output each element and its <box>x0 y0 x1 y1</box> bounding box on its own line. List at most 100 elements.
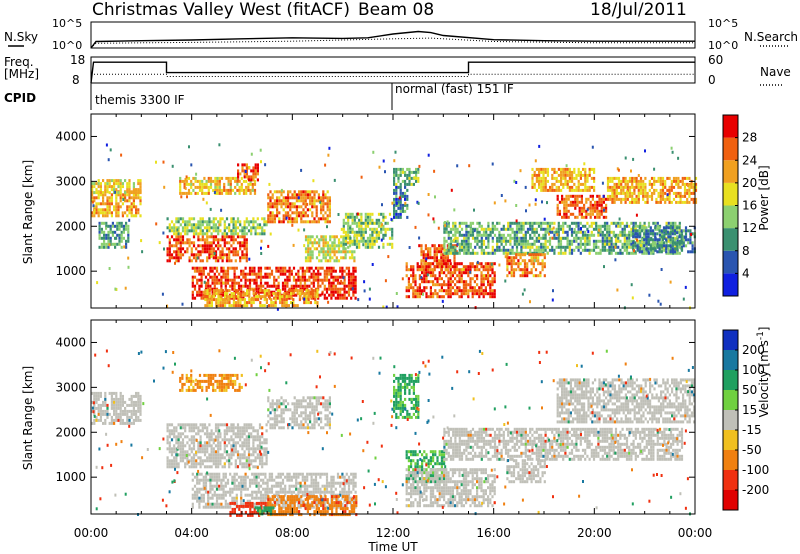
power-cell <box>214 253 218 257</box>
power-cell <box>364 212 367 216</box>
power-speckle <box>450 188 453 192</box>
power-cell <box>177 259 180 263</box>
power-cell <box>358 239 361 243</box>
power-cell <box>580 209 583 213</box>
velocity-cell <box>188 429 191 433</box>
power-cell <box>691 241 694 245</box>
velocity-cell <box>179 450 182 454</box>
power-cell <box>675 176 678 180</box>
cpid-mode-2: normal (fast) 151 IF <box>395 82 514 96</box>
power-cell <box>577 248 580 252</box>
power-cell <box>224 281 227 285</box>
power-cell <box>580 215 583 219</box>
power-cell <box>610 245 613 249</box>
power-cell <box>588 224 591 228</box>
power-cell <box>489 227 492 231</box>
power-cell <box>335 256 338 260</box>
power-cell <box>584 233 587 237</box>
power-cell <box>244 293 247 297</box>
power-cell <box>342 230 345 234</box>
velocity-cell <box>135 412 138 416</box>
power-cell <box>290 301 293 305</box>
power-cell <box>230 295 233 299</box>
power-cell <box>232 238 235 242</box>
power-cell <box>132 185 135 189</box>
power-cell <box>619 251 622 255</box>
power-speckle <box>515 181 518 184</box>
velocity-cell <box>132 412 135 416</box>
power-cell <box>375 239 378 243</box>
power-cell <box>482 295 485 299</box>
power-cell <box>235 275 238 279</box>
power-cell <box>295 272 298 276</box>
power-cell <box>620 185 623 189</box>
power-cell <box>120 221 123 225</box>
power-cell <box>467 265 470 269</box>
power-cell <box>326 247 330 251</box>
velocity-cell <box>128 415 131 419</box>
power-cell <box>322 250 325 254</box>
power-cell <box>168 259 171 263</box>
power-cell <box>210 226 213 230</box>
power-cell <box>382 215 385 219</box>
power-cell <box>247 188 250 192</box>
power-cell <box>493 292 496 296</box>
velocity-cell <box>106 406 109 410</box>
power-cell <box>580 197 583 201</box>
power-cell <box>250 169 253 173</box>
power-cell <box>465 271 468 275</box>
power-speckle <box>598 228 600 232</box>
velocity-cell <box>186 441 189 445</box>
power-cell <box>623 248 626 252</box>
power-speckle <box>425 257 428 261</box>
power-speckle <box>360 175 363 179</box>
power-cell <box>106 199 109 203</box>
power-cell <box>577 227 580 231</box>
power-cell <box>544 188 547 192</box>
power-speckle <box>666 230 669 234</box>
power-cell <box>166 226 169 230</box>
power-cell <box>553 188 556 192</box>
power-cell <box>306 193 309 197</box>
power-cell <box>382 242 385 246</box>
velocity-cell <box>99 394 102 398</box>
power-cell <box>275 287 278 291</box>
power-speckle <box>210 254 213 258</box>
power-cell <box>684 238 688 242</box>
power-cell <box>95 208 98 212</box>
power-cell <box>324 238 327 242</box>
power-cell <box>344 212 348 216</box>
power-cell <box>580 194 583 198</box>
power-cell <box>340 256 343 260</box>
power-cell <box>393 188 396 192</box>
power-cell <box>99 185 102 189</box>
power-speckle <box>107 158 110 162</box>
power-cell <box>456 227 459 231</box>
power-cell <box>613 191 616 195</box>
power-cell <box>608 242 611 246</box>
power-cell <box>175 241 178 245</box>
power-cell <box>196 269 199 273</box>
power-cell <box>489 233 492 237</box>
power-cell <box>391 245 394 249</box>
power-speckle <box>176 247 179 251</box>
velocity-cell <box>110 394 113 398</box>
power-cell <box>341 296 344 300</box>
power-cell <box>606 230 609 234</box>
power-cell <box>504 236 508 240</box>
velocity-cell <box>137 409 140 413</box>
power-cell <box>542 173 545 177</box>
power-cell <box>452 224 455 228</box>
power-cell <box>408 173 411 177</box>
velocity-cell <box>166 441 169 445</box>
power-cell <box>449 286 452 290</box>
power-cell <box>227 188 230 192</box>
power-cell <box>120 239 123 243</box>
power-cell <box>303 269 307 273</box>
power-cell <box>487 227 490 231</box>
power-cell <box>304 205 307 209</box>
power-cell <box>678 245 681 249</box>
power-cell <box>638 241 641 245</box>
power-cell <box>113 188 116 192</box>
power-cell <box>451 280 454 284</box>
